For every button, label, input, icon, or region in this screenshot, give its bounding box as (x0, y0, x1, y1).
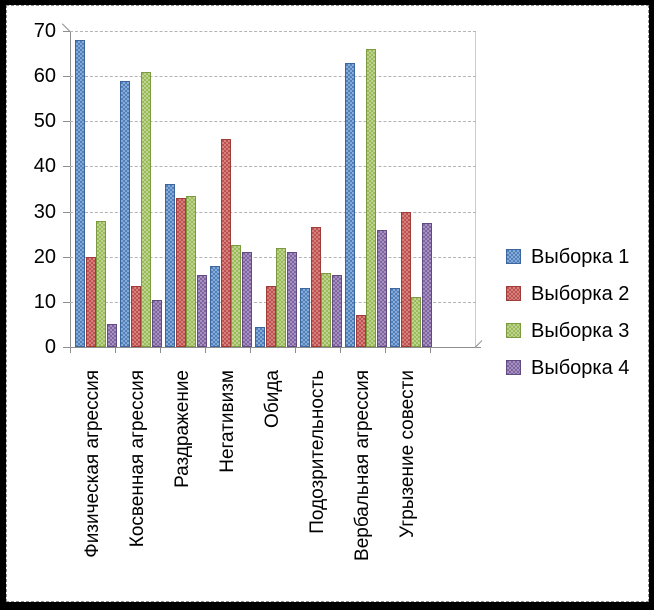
legend-item: Выборка 3 (506, 312, 629, 349)
bar-series-1 (120, 80, 130, 347)
legend: Выборка 1 Выборка 2 Выборка 3 Выборка 4 (506, 238, 629, 386)
legend-label: Выборка 3 (531, 319, 630, 342)
x-axis-tick (340, 348, 341, 353)
bar-series-4 (331, 274, 342, 347)
y-gridline (70, 76, 476, 78)
y-gridline (70, 211, 476, 213)
category-label: Обида (261, 370, 283, 428)
category-label: Физическая агрессия (81, 370, 103, 558)
y-axis-tick (63, 211, 70, 213)
y-axis-tick (63, 121, 70, 123)
bar-series-4 (241, 252, 252, 347)
bar-series-3 (186, 195, 196, 347)
y-gridline (70, 256, 476, 258)
category-label: Косвенная агрессия (126, 370, 148, 548)
y-gridline (70, 31, 476, 32)
x-axis-tick (70, 348, 71, 353)
bar-series-3 (321, 272, 331, 347)
bar-series-2 (355, 315, 366, 347)
legend-swatch-icon (506, 286, 521, 301)
y-axis-label: 30 (33, 200, 56, 223)
y-axis-tick (63, 31, 70, 32)
chart-area: Выборка 1 Выборка 2 Выборка 3 Выборка 4 0 10… (6, 5, 649, 602)
bar-series-1 (210, 265, 220, 347)
y-axis-label: 70 (33, 20, 56, 42)
bar-series-2 (175, 198, 186, 347)
bar-series-1 (255, 326, 265, 347)
y-axis-tick (63, 166, 70, 168)
y-axis-label: 60 (33, 65, 56, 88)
bar-series-2 (265, 286, 276, 347)
x-axis-tick (160, 348, 161, 353)
legend-item: Выборка 1 (506, 238, 629, 275)
bar-series-3 (231, 245, 241, 347)
y-axis-tick (63, 301, 70, 303)
bar-series-1 (390, 288, 400, 347)
y-gridline (70, 121, 476, 123)
bar-series-1 (75, 40, 85, 347)
bar-series-3 (141, 71, 151, 347)
bar-series-2 (220, 139, 231, 347)
bar-series-3 (366, 49, 376, 347)
category-label: Негативизм (216, 370, 238, 473)
y-axis-label: 10 (33, 290, 56, 313)
x-axis-tick (385, 348, 386, 353)
category-label: Вербальная агрессия (351, 370, 373, 561)
bar-series-1 (345, 62, 355, 347)
bar-series-2 (130, 286, 141, 347)
bar-series-2 (310, 227, 321, 347)
bar-series-3 (96, 220, 106, 347)
bar-series-2 (400, 211, 411, 347)
bar-series-4 (196, 274, 207, 347)
y-axis-label: 40 (33, 155, 56, 178)
x-axis-line (64, 347, 481, 348)
y-axis-line (70, 31, 71, 348)
x-axis-tick (430, 348, 431, 353)
bar-series-4 (376, 229, 387, 347)
category-label: Угрызение совести (396, 370, 418, 538)
category-label: Подозрительность (306, 370, 328, 534)
bar-series-1 (165, 184, 175, 347)
legend-item: Выборка 2 (506, 275, 629, 312)
x-axis-tick (115, 348, 116, 353)
y-axis-label: 50 (33, 110, 56, 133)
legend-label: Выборка 1 (531, 245, 630, 268)
legend-label: Выборка 2 (531, 282, 630, 305)
bar-series-4 (286, 252, 297, 347)
legend-item: Выборка 4 (506, 349, 629, 386)
bar-series-2 (85, 256, 96, 347)
y-axis-tick (63, 76, 70, 78)
legend-swatch-icon (506, 249, 521, 264)
x-axis-tick (295, 348, 296, 353)
legend-label: Выборка 4 (531, 356, 630, 379)
y-axis-tick (63, 347, 70, 348)
bar-series-4 (421, 222, 432, 347)
y-axis-tick (63, 256, 70, 258)
y-gridline (70, 166, 476, 168)
y-axis-label: 0 (44, 336, 56, 358)
legend-swatch-icon (506, 360, 521, 375)
bar-series-3 (276, 247, 286, 347)
bar-series-4 (151, 299, 162, 347)
x-axis-tick (205, 348, 206, 353)
bar-series-4 (106, 324, 117, 347)
x-axis-tick (250, 348, 251, 353)
bar-series-1 (300, 288, 310, 347)
category-label: Раздражение (171, 370, 193, 488)
bar-series-3 (411, 297, 421, 347)
legend-swatch-icon (506, 323, 521, 338)
plot-right-border (475, 31, 476, 348)
y-axis-label: 20 (33, 245, 56, 268)
